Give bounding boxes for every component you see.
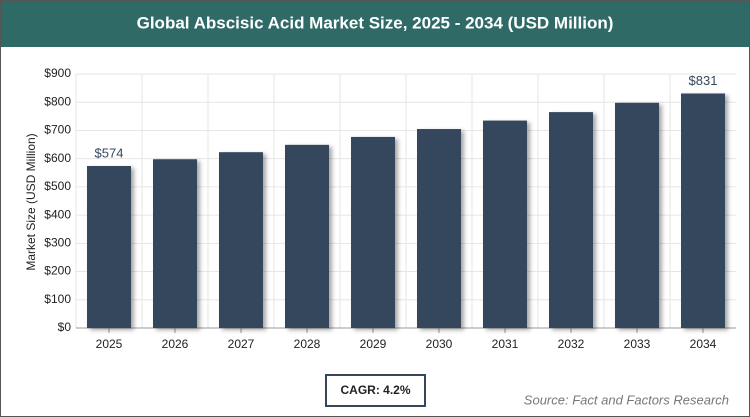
- x-tick-label: 2029: [360, 337, 387, 351]
- bar: [681, 93, 725, 329]
- y-tick-label: $700: [44, 123, 71, 137]
- x-tick-label: 2025: [96, 337, 123, 351]
- y-tick-label: $900: [44, 66, 71, 80]
- y-tick-label: $800: [44, 94, 71, 108]
- x-tick-label: 2026: [162, 337, 189, 351]
- source: Source: Fact and Factors Research: [524, 392, 729, 407]
- y-tick-label: $200: [44, 264, 71, 278]
- x-tick-label: 2032: [558, 337, 585, 351]
- value-label: $831: [689, 73, 718, 88]
- y-tick-label: $0: [58, 320, 72, 334]
- y-tick-label: $400: [44, 207, 71, 221]
- y-tick-label: $100: [44, 292, 71, 306]
- y-axis-label: Market Size (USD Million): [24, 133, 38, 270]
- bar: [219, 152, 263, 328]
- x-tick-label: 2034: [690, 337, 717, 351]
- x-tick-label: 2027: [228, 337, 255, 351]
- bar: [483, 120, 527, 328]
- bar: [285, 144, 329, 328]
- bar: [351, 136, 395, 328]
- cagr-annotation: CAGR: 4.2%: [340, 383, 410, 397]
- y-tick-label: $600: [44, 151, 71, 165]
- x-tick-label: 2033: [624, 337, 651, 351]
- y-tick-label: $500: [44, 179, 71, 193]
- header-band: [1, 1, 749, 47]
- bar: [615, 102, 659, 328]
- bar: [153, 159, 197, 328]
- cagr-box: [325, 374, 426, 407]
- chart-title: Global Abscisic Acid Market Size, 2025 -…: [137, 13, 614, 32]
- bar: [549, 112, 593, 328]
- y-tick-label: $300: [44, 236, 71, 250]
- bar: [417, 129, 461, 328]
- x-tick-label: 2030: [426, 337, 453, 351]
- x-tick-label: 2031: [492, 337, 519, 351]
- bar: [87, 166, 131, 328]
- value-label: $574: [95, 145, 124, 160]
- x-tick-label: 2028: [294, 337, 321, 351]
